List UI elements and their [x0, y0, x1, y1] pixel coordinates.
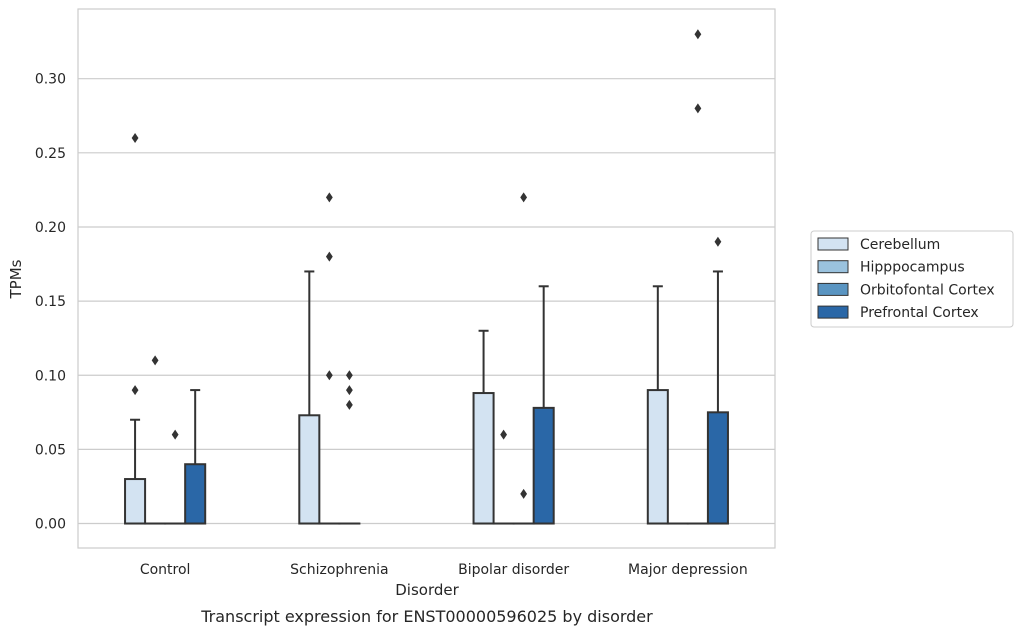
y-tick-label: 0.05: [35, 442, 66, 458]
legend: Cerebellum Hipppocampus Orbitofontal Corte…: [810, 230, 1014, 328]
y-axis-ticks: 0.00 0.05 0.10 0.15 0.20 0.25 0.30: [35, 72, 66, 533]
box-body: [646, 389, 669, 525]
box-body: [472, 392, 495, 525]
legend-swatch: [817, 305, 849, 319]
box-body: [124, 478, 147, 525]
outlier-point: [520, 192, 528, 203]
outlier-point: [694, 103, 702, 114]
box-0-0: [124, 133, 147, 525]
legend-label: Cerebellum: [860, 237, 940, 253]
outlier-point: [151, 355, 159, 366]
legend-items: Cerebellum Hipppocampus Orbitofontal Corte…: [817, 237, 995, 321]
box-3-2: [686, 29, 709, 525]
plot-area-frame: [77, 8, 776, 549]
outlier-point: [131, 133, 139, 144]
outlier-point: [171, 429, 179, 440]
box-3-3: [706, 236, 729, 525]
x-tick-label: Major depression: [628, 562, 748, 578]
legend-frame: [810, 230, 1014, 328]
x-tick-label: Schizophrenia: [290, 562, 388, 578]
outlier-point: [345, 399, 353, 410]
box-2-0: [472, 329, 495, 525]
y-tick-label: 0.00: [35, 517, 66, 533]
box-body: [532, 406, 555, 525]
outlier-point: [500, 429, 508, 440]
y-tick-label: 0.20: [35, 220, 66, 236]
y-axis-label: TPMs: [7, 259, 25, 299]
x-axis-label: Disorder: [395, 581, 459, 599]
legend-swatch: [817, 237, 849, 251]
legend-label: Orbitofontal Cortex: [860, 282, 995, 298]
y-tick-label: 0.30: [35, 72, 66, 88]
outlier-point: [345, 385, 353, 396]
box-1-0: [298, 270, 321, 525]
box-2-1: [492, 429, 515, 525]
chart-caption: Transcript expression for ENST0000059602…: [200, 607, 653, 626]
outlier-point: [694, 29, 702, 40]
legend-swatch: [817, 260, 849, 274]
gridlines: [78, 78, 775, 525]
legend-label: Hipppocampus: [860, 260, 965, 276]
box-3-0: [646, 285, 669, 525]
box-body: [184, 463, 207, 525]
box-body: [706, 411, 729, 525]
outlier-point: [131, 385, 139, 396]
box-0-2: [164, 429, 187, 525]
outlier-point: [520, 488, 528, 499]
box-1-1: [318, 192, 341, 525]
x-axis-ticks: Control Schizophrenia Bipolar disorder Majo…: [140, 562, 748, 578]
x-tick-label: Bipolar disorder: [458, 562, 569, 578]
outlier-point: [325, 251, 333, 262]
box-layer: [124, 29, 729, 525]
box-0-1: [144, 355, 167, 525]
outlier-point: [325, 370, 333, 381]
outlier-point: [325, 192, 333, 203]
y-tick-label: 0.10: [35, 368, 66, 384]
y-tick-label: 0.15: [35, 294, 66, 310]
box-2-3: [532, 285, 555, 525]
legend-swatch: [817, 282, 849, 296]
outlier-point: [714, 236, 722, 247]
outlier-point: [345, 370, 353, 381]
y-tick-label: 0.25: [35, 146, 66, 162]
box-2-2: [512, 192, 535, 525]
box-1-2: [338, 370, 361, 525]
x-tick-label: Control: [140, 562, 191, 578]
box-body: [298, 414, 321, 525]
legend-label: Prefrontal Cortex: [860, 305, 979, 321]
box-0-3: [184, 389, 207, 525]
